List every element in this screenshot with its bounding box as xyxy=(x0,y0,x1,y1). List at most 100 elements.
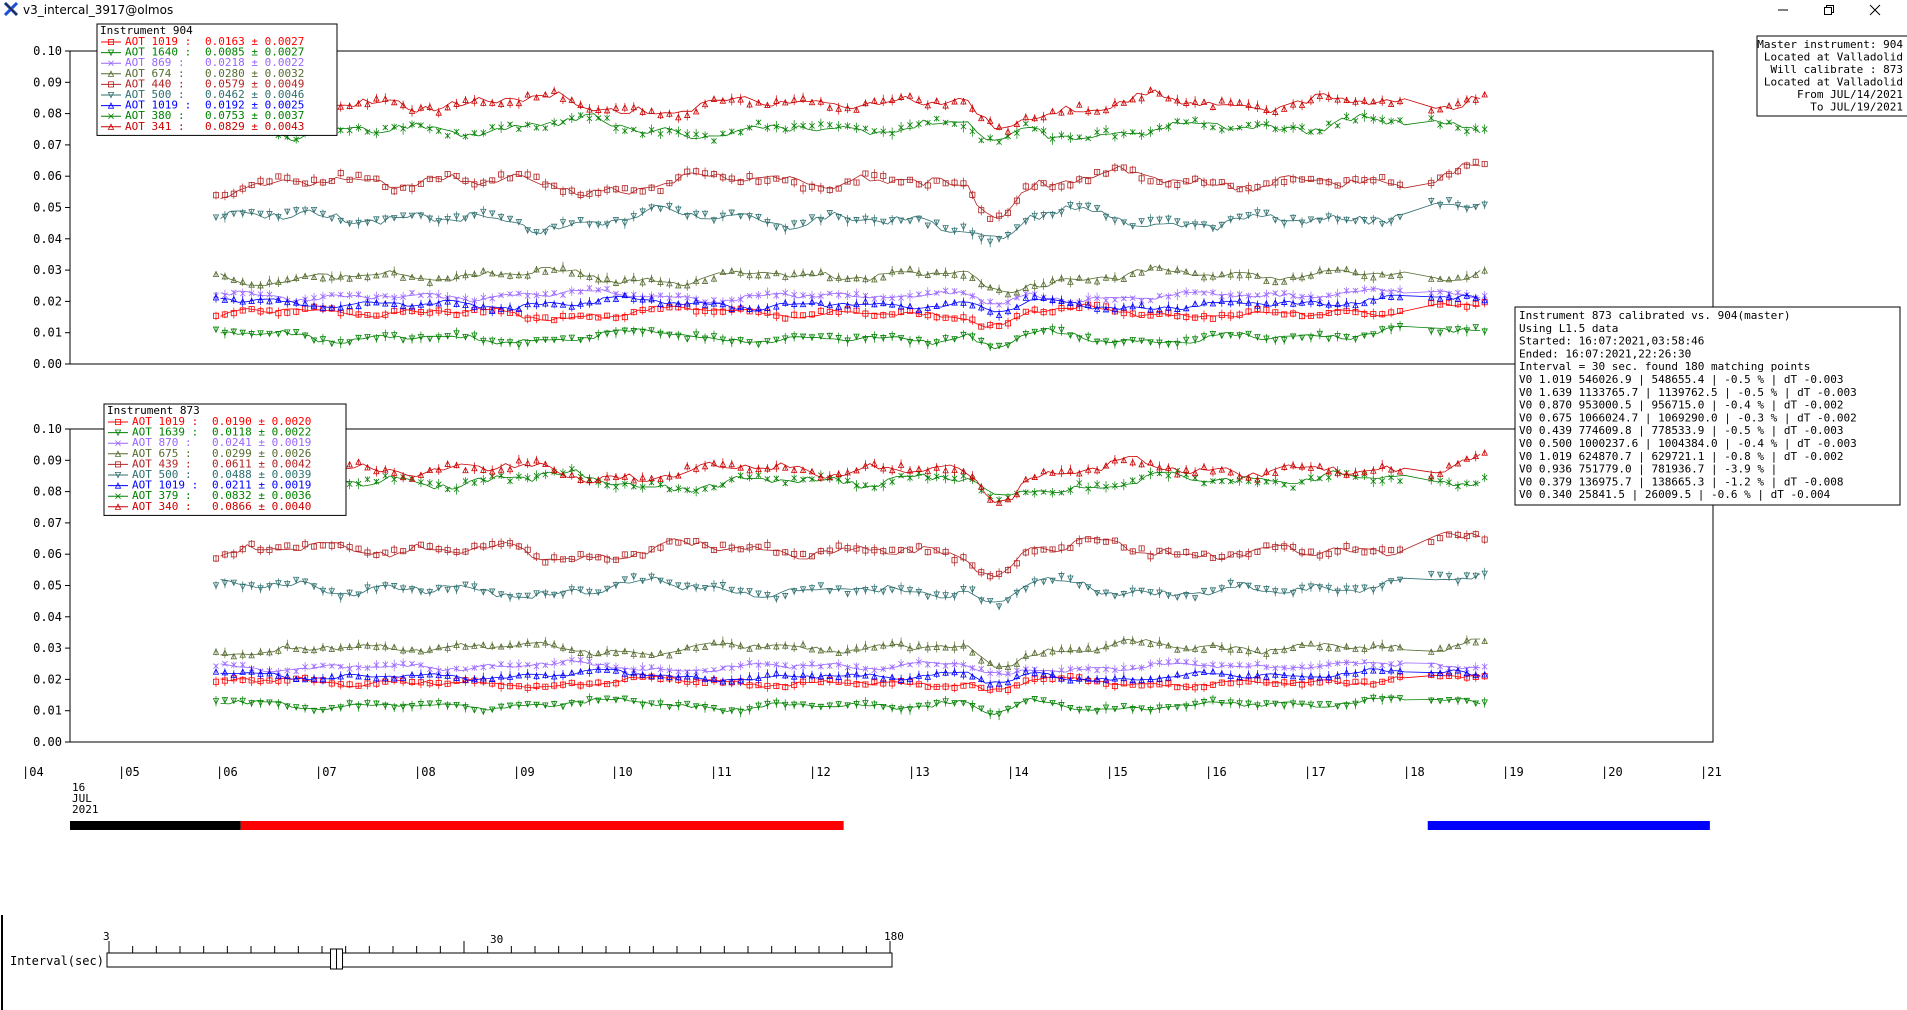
data-point xyxy=(364,700,371,707)
data-point xyxy=(533,124,540,131)
data-point xyxy=(257,177,264,184)
data-point xyxy=(1182,336,1190,344)
data-point xyxy=(800,663,806,669)
data-point xyxy=(1138,94,1145,102)
data-point xyxy=(337,672,344,680)
data-point xyxy=(248,677,255,684)
legend-label: AOT 1640 : xyxy=(125,46,191,59)
data-point xyxy=(1316,552,1323,559)
data-point xyxy=(1218,332,1226,340)
data-point xyxy=(301,646,309,653)
restore-icon xyxy=(1824,5,1834,15)
data-point xyxy=(293,544,300,551)
data-point xyxy=(978,207,985,214)
data-point xyxy=(1236,646,1243,654)
data-point xyxy=(826,104,834,111)
data-point xyxy=(346,681,353,688)
data-point xyxy=(506,215,514,223)
data-point xyxy=(1129,676,1136,684)
data-point xyxy=(862,587,869,594)
data-point xyxy=(1218,554,1225,561)
data-point xyxy=(310,273,318,280)
data-point xyxy=(595,679,602,686)
data-point xyxy=(1183,119,1190,125)
data-point xyxy=(1254,102,1261,110)
legend-swatch-marker xyxy=(108,113,114,120)
data-point xyxy=(230,671,238,678)
data-point xyxy=(1361,286,1368,293)
data-point xyxy=(612,556,619,563)
data-point xyxy=(1040,671,1047,678)
data-point xyxy=(1209,331,1217,338)
data-point xyxy=(1370,694,1377,702)
restore-button[interactable] xyxy=(1806,0,1852,20)
data-point xyxy=(942,663,949,669)
data-point xyxy=(675,281,682,289)
data-point xyxy=(907,292,913,299)
data-point xyxy=(409,289,415,296)
data-point xyxy=(995,342,1003,350)
data-point xyxy=(906,706,914,713)
data-point xyxy=(1102,704,1110,712)
data-point xyxy=(844,646,851,654)
data-point xyxy=(613,125,619,132)
data-point xyxy=(382,270,389,278)
close-button[interactable] xyxy=(1852,0,1898,20)
data-point xyxy=(942,683,949,690)
data-point xyxy=(221,580,229,587)
data-point xyxy=(1436,295,1444,302)
data-point xyxy=(1254,184,1261,191)
data-point xyxy=(942,592,949,599)
minimize-button[interactable] xyxy=(1760,0,1806,20)
data-point xyxy=(364,299,371,306)
data-point xyxy=(1361,299,1368,307)
data-point xyxy=(817,299,825,306)
data-point xyxy=(1370,667,1377,674)
data-point xyxy=(390,98,398,106)
data-point xyxy=(221,272,229,280)
data-point xyxy=(328,663,335,669)
data-point xyxy=(817,268,825,276)
data-point xyxy=(924,340,932,348)
data-point xyxy=(888,333,896,340)
data-point xyxy=(426,700,434,708)
data-point xyxy=(1307,175,1314,182)
data-point xyxy=(480,99,487,106)
data-point xyxy=(497,338,505,346)
data-point xyxy=(604,186,611,193)
data-point xyxy=(1254,334,1261,341)
data-point xyxy=(418,292,424,299)
data-point xyxy=(1004,342,1012,349)
data-point xyxy=(1227,125,1234,132)
data-point xyxy=(435,546,442,553)
data-point xyxy=(1316,330,1324,338)
data-point xyxy=(1093,205,1101,212)
data-point xyxy=(799,219,807,227)
data-point xyxy=(355,641,362,648)
data-point xyxy=(1174,704,1181,711)
data-point xyxy=(1040,489,1047,495)
data-point xyxy=(319,675,327,683)
data-point xyxy=(773,123,780,130)
data-point xyxy=(880,218,887,226)
data-point xyxy=(781,273,789,280)
data-point xyxy=(409,544,416,551)
data-point xyxy=(1174,266,1181,273)
data-point xyxy=(1031,292,1038,300)
data-point xyxy=(1022,698,1030,705)
data-point xyxy=(1352,700,1359,708)
data-point xyxy=(1040,127,1047,134)
data-point xyxy=(373,175,380,182)
data-point xyxy=(719,708,727,715)
data-point xyxy=(399,274,407,281)
data-point xyxy=(1397,478,1403,484)
data-point xyxy=(1454,326,1462,333)
data-point xyxy=(524,227,531,234)
data-point xyxy=(248,209,255,216)
data-point xyxy=(221,551,228,558)
data-point xyxy=(212,270,220,278)
data-point xyxy=(880,703,887,711)
data-point xyxy=(577,336,584,344)
data-point xyxy=(880,172,887,179)
data-point xyxy=(933,699,940,707)
